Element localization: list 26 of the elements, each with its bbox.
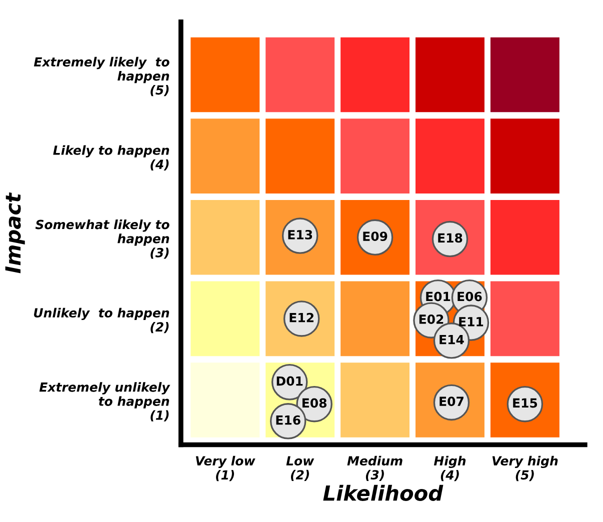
annotation: E15 bbox=[513, 398, 538, 408]
x-tick-label: Medium (3) bbox=[347, 456, 402, 481]
annotation: E18 bbox=[438, 233, 462, 243]
x-tick-label: Very low (1) bbox=[196, 456, 256, 482]
annotation: E11 bbox=[459, 317, 484, 326]
annotation: E07 bbox=[440, 396, 464, 406]
annotation: E02 bbox=[419, 314, 444, 324]
annotation: E14 bbox=[440, 335, 464, 344]
y-tick-label: Extremely unlikely to happen (1) bbox=[39, 382, 170, 422]
annotation: E01 bbox=[426, 292, 450, 302]
annotation: E09 bbox=[363, 232, 388, 242]
annotation: E13 bbox=[288, 230, 312, 240]
x-tick-label: High (4) bbox=[434, 456, 466, 482]
y-tick-label: Extremely likely to happen (5) bbox=[34, 56, 170, 96]
annotation: E12 bbox=[290, 312, 314, 322]
x-tick-label: Low (2) bbox=[286, 456, 314, 481]
annotation: E16 bbox=[276, 415, 300, 425]
x-tick-label: Very high (5) bbox=[492, 456, 558, 482]
y-tick-label: Somewhat likely to happen (3) bbox=[35, 220, 170, 259]
y-tick-label: Unlikely to happen (2) bbox=[34, 308, 170, 334]
x-axis-title: Likelihood bbox=[323, 484, 444, 501]
annotation: D01 bbox=[276, 376, 303, 386]
y-tick-label: Likely to happen (4) bbox=[53, 145, 170, 170]
y-axis-title: Impact bbox=[5, 192, 25, 274]
annotation: E08 bbox=[302, 398, 327, 408]
annotation: E06 bbox=[458, 292, 482, 302]
